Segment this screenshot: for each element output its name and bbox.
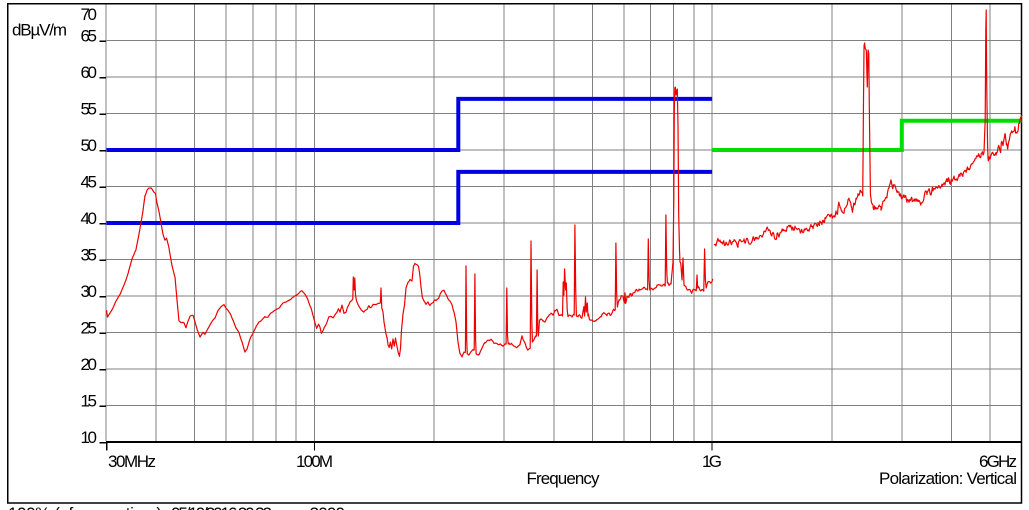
svg-text:Frequency: Frequency (527, 469, 601, 488)
svg-text:65: 65 (81, 27, 98, 46)
svg-text:Polarization: Vertical: Polarization: Vertical (879, 469, 1017, 488)
svg-text:10: 10 (81, 428, 98, 447)
svg-text:70: 70 (81, 5, 98, 24)
svg-text:1G: 1G (702, 452, 722, 471)
svg-text:55: 55 (81, 100, 98, 119)
svg-text:35: 35 (81, 246, 98, 265)
svg-text:05/10/2016 20:32: 05/10/2016 20:32 (171, 504, 272, 510)
svg-text:15: 15 (81, 392, 98, 411)
svg-text:p3000: p3000 (301, 504, 345, 510)
svg-text:100M: 100M (296, 452, 333, 471)
svg-text:100% (of meas. time): 100% (of meas. time) (8, 504, 162, 510)
svg-text:45: 45 (81, 173, 98, 192)
svg-text:20: 20 (81, 355, 98, 374)
svg-text:dBµV/m: dBµV/m (12, 21, 67, 40)
svg-text:40: 40 (81, 209, 98, 228)
svg-text:60: 60 (81, 63, 98, 82)
svg-text:50: 50 (81, 136, 98, 155)
svg-text:30: 30 (81, 282, 98, 301)
svg-text:6GHz: 6GHz (979, 452, 1017, 471)
svg-text:30MHz: 30MHz (108, 452, 156, 471)
svg-text:25: 25 (81, 319, 98, 338)
